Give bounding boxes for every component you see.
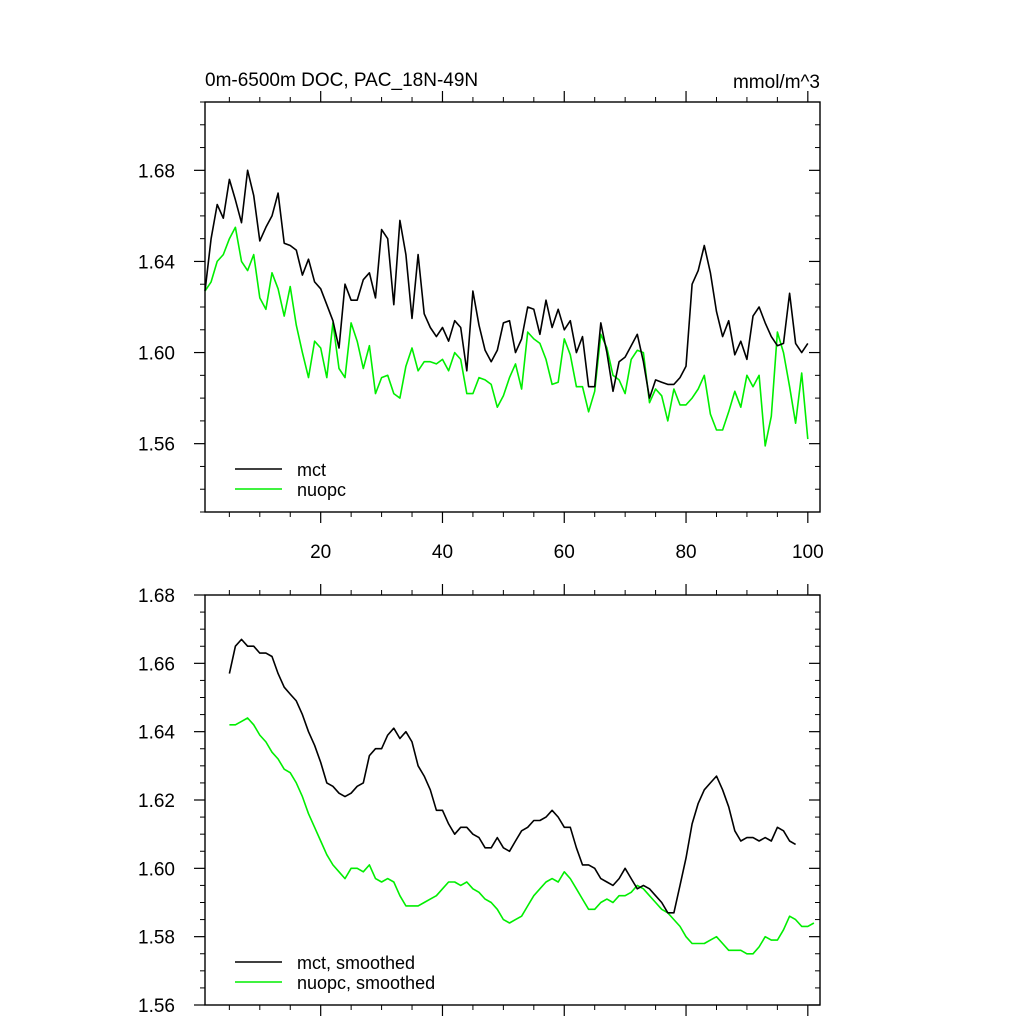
y-tick-label: 1.68: [138, 161, 175, 182]
x-tick-label: 60: [554, 542, 575, 563]
panel1-units: mmol/m^3: [733, 72, 820, 93]
y-tick-label: 1.58: [138, 928, 175, 949]
y-tick-label: 1.64: [138, 723, 175, 744]
y-tick-label: 1.56: [138, 996, 175, 1017]
panel2-frame: [204, 594, 821, 1006]
x-tick-label: 100: [792, 542, 824, 563]
x-tick-label: 20: [310, 542, 331, 563]
y-tick-label: 1.68: [138, 586, 175, 607]
y-tick-label: 1.64: [138, 252, 175, 273]
panel1-legend: mct nuopc: [235, 460, 346, 500]
y-tick-label: 1.60: [138, 859, 175, 880]
panel1-title: 0m-6500m DOC, PAC_18N-49N: [205, 70, 478, 91]
legend-label-mct-smoothed: mct, smoothed: [297, 953, 415, 973]
y-tick-label: 1.66: [138, 654, 175, 675]
series-line-nuopc: [204, 226, 809, 447]
y-tick-label: 1.60: [138, 344, 175, 365]
series-line-mct: [204, 169, 809, 399]
y-tick-label: 1.62: [138, 791, 175, 812]
y-tick-label: 1.56: [138, 435, 175, 456]
panel2-legend: mct, smoothed nuopc, smoothed: [235, 953, 435, 993]
legend-label-nuopc-smoothed: nuopc, smoothed: [297, 973, 435, 993]
x-tick-label: 80: [675, 542, 696, 563]
series-line-mct-smoothed: [228, 638, 796, 914]
legend-label-mct: mct: [297, 460, 326, 480]
x-tick-label: 40: [432, 542, 453, 563]
legend-label-nuopc: nuopc: [297, 480, 346, 500]
panel1-frame: [204, 101, 821, 513]
series-line-nuopc-smoothed: [229, 717, 815, 955]
